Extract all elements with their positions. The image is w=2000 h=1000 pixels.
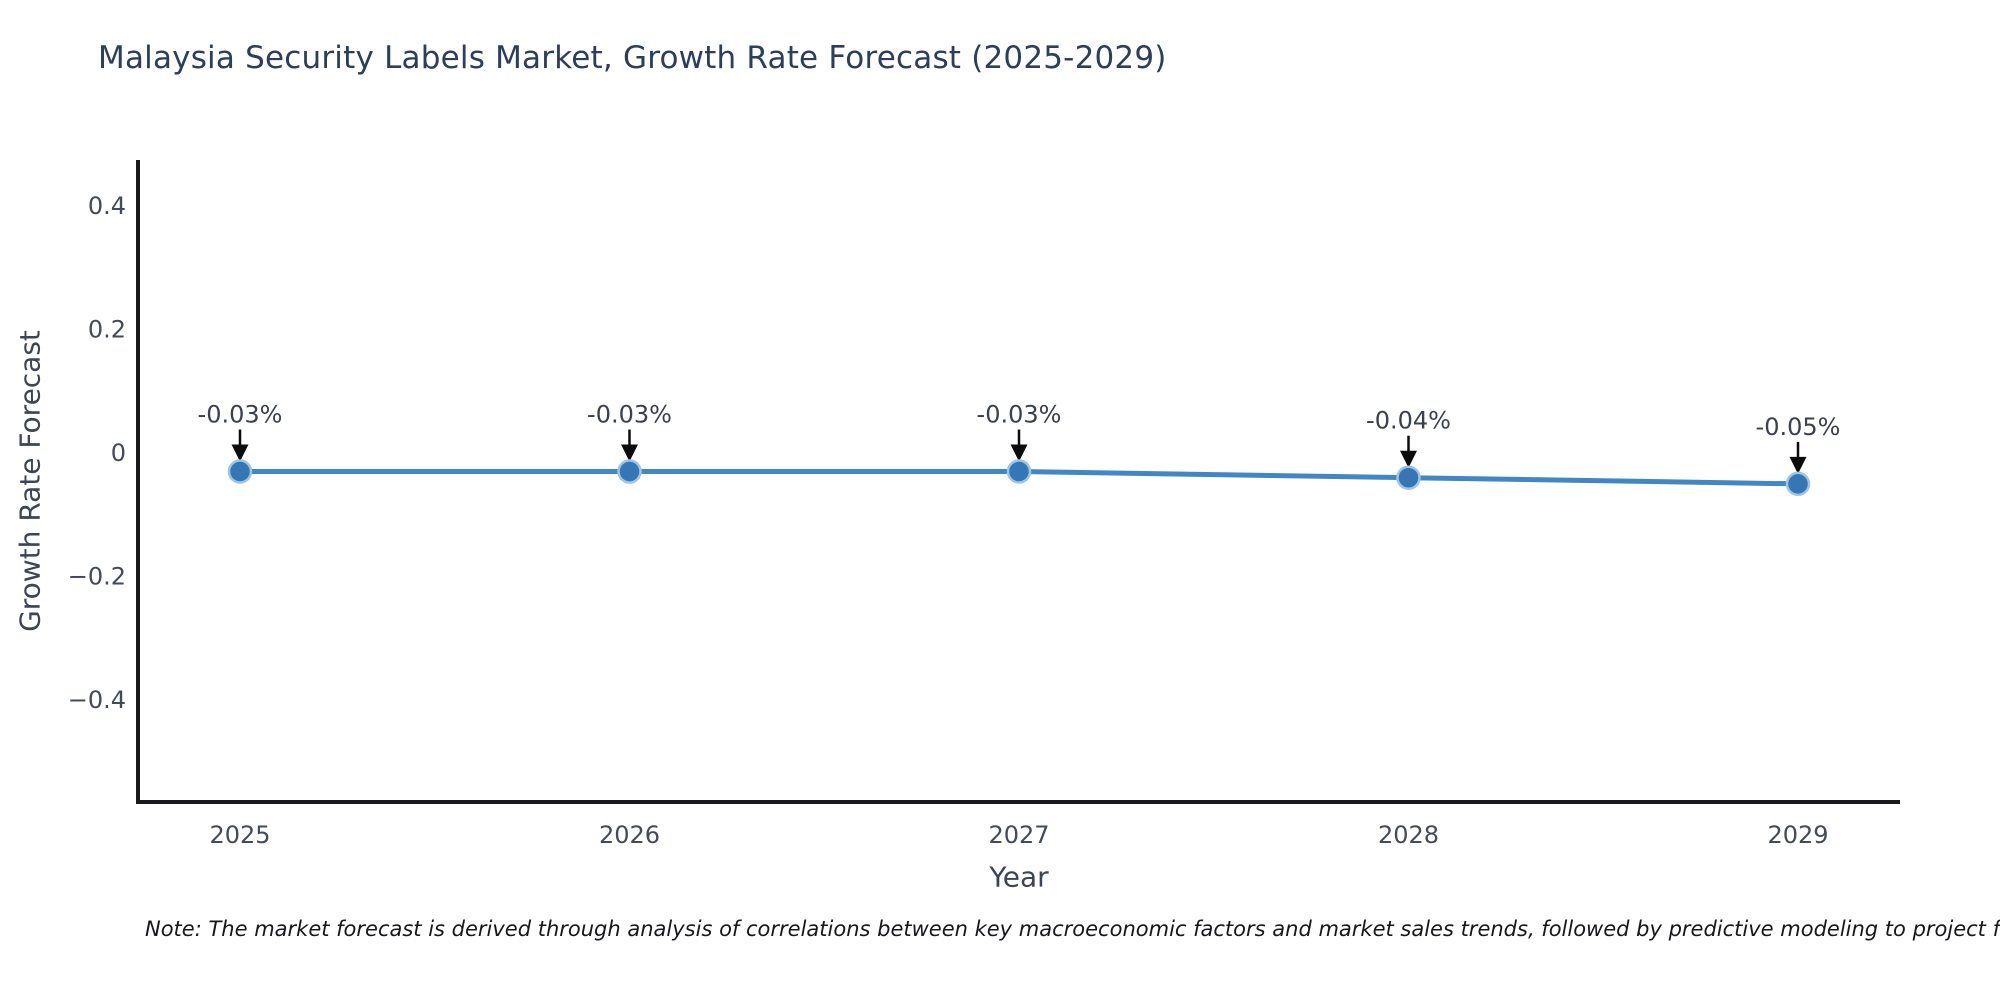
data-point-marker [1006,459,1032,484]
data-point-marker [1396,465,1421,490]
x-tick-label: 2028 [1378,821,1439,849]
point-value-label: -0.03% [198,401,283,429]
point-value-label: -0.03% [977,401,1062,429]
data-point-marker [617,459,642,484]
x-tick-label: 2027 [988,821,1049,849]
point-value-label: -0.05% [1756,413,1841,441]
data-point-marker [1785,471,1811,497]
annotation-arrow-head [1789,456,1807,474]
x-axis-title: Year [988,861,1049,894]
x-tick-label: 2029 [1767,821,1828,849]
annotation-arrow-head [231,444,249,462]
chart-title: Malaysia Security Labels Market, Growth … [98,40,1167,76]
y-axis-title: Growth Rate Forecast [14,330,47,632]
y-tick-label: 0 [111,439,126,467]
y-tick-label: −0.4 [68,686,126,714]
annotation-arrow-head [1400,450,1417,468]
y-tick-label: −0.2 [68,563,126,591]
y-tick-label: 0.4 [88,192,126,220]
data-point-marker [227,459,253,484]
y-tick-label: 0.2 [88,316,126,344]
x-tick-label: 2026 [599,821,660,849]
footnote: Note: The market forecast is derived thr… [145,917,2000,941]
point-value-label: -0.04% [1366,407,1451,435]
annotation-arrow-head [1010,444,1028,462]
x-tick-label: 2025 [209,821,270,849]
point-value-label: -0.03% [587,401,672,429]
annotation-arrow-head [621,444,638,462]
